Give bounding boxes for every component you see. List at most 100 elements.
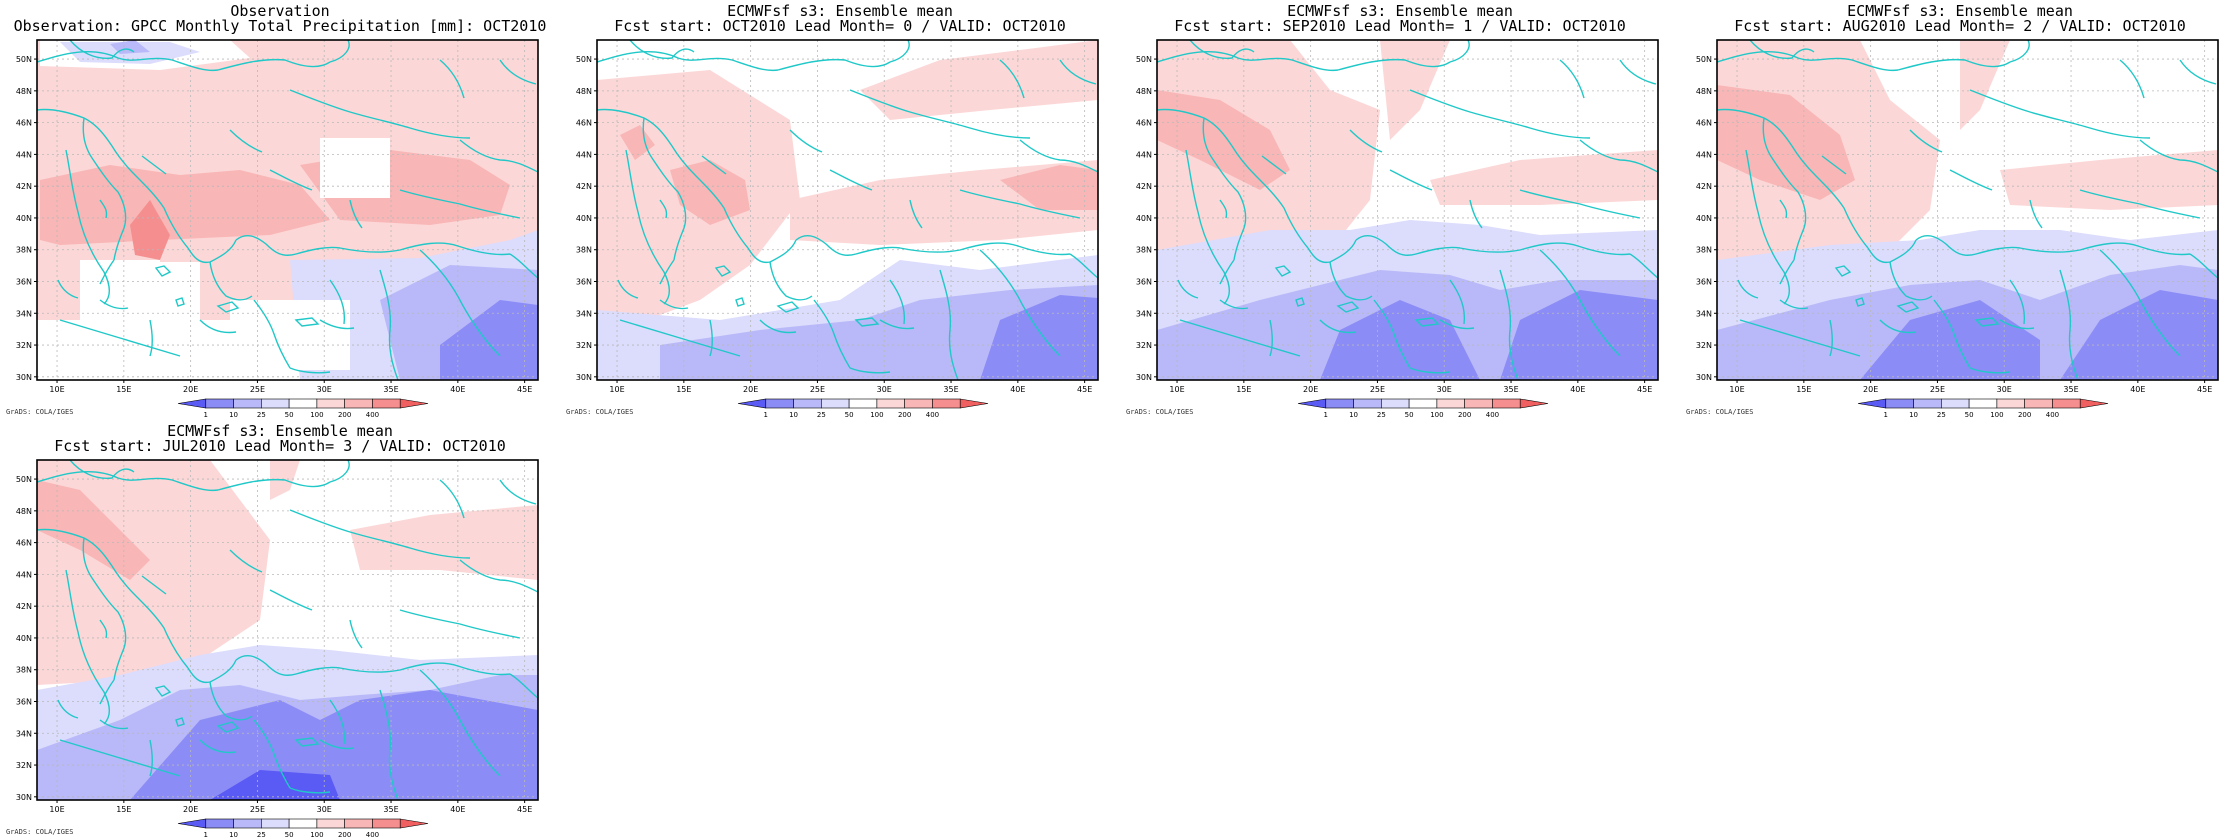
coastline <box>329 279 346 325</box>
lat-tick-label: 50N <box>1136 55 1152 64</box>
colorbar-swatch <box>372 398 401 409</box>
lat-tick-label: 40N <box>1136 214 1152 223</box>
coastline <box>1179 319 1301 357</box>
coastline <box>329 40 350 63</box>
colorbar-swatch <box>316 818 345 829</box>
coastline <box>1069 253 1098 279</box>
coastline <box>709 319 713 357</box>
island-outline <box>735 297 745 307</box>
colorbar-label: 100 <box>1430 411 1443 419</box>
island-outline <box>216 721 240 733</box>
colorbar-swatch <box>205 818 234 829</box>
colorbar-swatch <box>1381 398 1410 409</box>
coastline <box>69 40 135 59</box>
lon-tick-label: 25E <box>250 385 265 394</box>
coastline <box>909 199 923 229</box>
coastline <box>1717 51 1899 72</box>
shade-100-200 <box>1430 150 1658 205</box>
coastline <box>1579 139 1658 173</box>
island-outline <box>854 317 880 327</box>
panel-subtitle: Observation: GPCC Monthly Total Precipit… <box>13 17 547 35</box>
lat-tick-label: 32N <box>1136 341 1152 350</box>
colorbar-swatch <box>399 398 429 409</box>
lat-tick-label: 36N <box>1136 277 1152 286</box>
lat-tick-label: 38N <box>1136 246 1152 255</box>
lat-tick-label: 38N <box>16 246 32 255</box>
lat-tick-label: 34N <box>1696 309 1712 318</box>
coastline <box>69 460 135 479</box>
precipitation-map: 10E 15E 20E 25E 30E 35E 40E 45E 30N 32N 34N 36N 38N 4… <box>16 459 539 839</box>
coastline <box>1779 199 1788 219</box>
coastline <box>789 129 823 153</box>
lon-tick-label: 40E <box>1570 385 1585 394</box>
coastline <box>1737 279 1759 299</box>
panel-subtitle: Fcst start: AUG2010 Lead Month= 2 / VALI… <box>1734 17 2186 35</box>
coastline <box>1189 40 1255 59</box>
coastline <box>1219 259 1235 285</box>
colorbar-swatch <box>1913 398 1942 409</box>
shade-200-400 <box>670 160 750 225</box>
colorbar: 1 10 25 50 100 200 400 <box>177 398 429 419</box>
island-outline <box>175 717 185 727</box>
lon-tick-label: 25E <box>250 805 265 814</box>
coastline <box>57 279 79 299</box>
coastline <box>399 609 521 639</box>
lon-tick-label: 20E <box>1863 385 1878 394</box>
colorbar-label: 50 <box>285 831 294 839</box>
colorbar-swatch <box>316 398 345 409</box>
coastline <box>1717 108 1869 249</box>
lon-tick-label: 30E <box>1437 385 1452 394</box>
lon-tick-label: 20E <box>1303 385 1318 394</box>
colorbar-swatch <box>1492 398 1521 409</box>
coastline <box>1269 319 1273 357</box>
coastline <box>419 249 501 357</box>
coastline <box>597 51 779 72</box>
coastline <box>509 253 538 279</box>
colorbar-label: 50 <box>845 411 854 419</box>
coastline <box>82 117 127 261</box>
coastline <box>999 59 1025 99</box>
coastline <box>1949 169 1993 191</box>
coastline <box>1157 108 1309 249</box>
island-outline <box>154 265 172 277</box>
lon-tick-label: 35E <box>383 385 398 394</box>
grads-credit: GrADS: COLA/IGES <box>6 408 74 416</box>
colorbar-label: 400 <box>366 411 379 419</box>
island-outline <box>216 301 240 313</box>
coastline <box>2009 279 2026 325</box>
coastline <box>1829 319 1833 357</box>
lat-tick-label: 36N <box>1696 277 1712 286</box>
lat-tick-label: 32N <box>1696 341 1712 350</box>
coastline <box>1915 234 2021 256</box>
lat-tick-label: 38N <box>16 666 32 675</box>
lat-tick-label: 32N <box>576 341 592 350</box>
lat-tick-label: 42N <box>1696 182 1712 191</box>
coastline <box>1762 117 1807 261</box>
coastline <box>1261 155 1287 175</box>
shade-100-200 <box>1380 40 1450 140</box>
colorbar-swatch <box>2024 398 2053 409</box>
lon-tick-label: 15E <box>116 385 131 394</box>
island-outline <box>1896 301 1920 313</box>
colorbar-label: 25 <box>817 411 826 419</box>
lon-tick-label: 30E <box>877 385 892 394</box>
panel-lead-3: ECMWFsf s3: Ensemble mean Fcst start: JU… <box>0 420 560 840</box>
island-outline <box>1414 317 1440 327</box>
coastline <box>1821 155 1847 175</box>
colorbar-label: 1 <box>1324 411 1328 419</box>
panel-title: Observation <box>230 2 330 20</box>
lon-tick-label: 15E <box>1796 385 1811 394</box>
coastline <box>339 242 511 256</box>
colorbar-label: 25 <box>257 831 266 839</box>
colorbar-label: 200 <box>2018 411 2031 419</box>
coastline <box>99 199 108 219</box>
coastline <box>1745 149 1790 305</box>
coastline <box>65 149 110 305</box>
coastline <box>1185 149 1230 305</box>
coastline <box>769 261 813 301</box>
coastline <box>99 679 115 705</box>
island-outline <box>714 265 732 277</box>
lat-tick-label: 48N <box>1696 87 1712 96</box>
coastline <box>319 319 355 330</box>
lat-tick-label: 30N <box>16 793 32 802</box>
